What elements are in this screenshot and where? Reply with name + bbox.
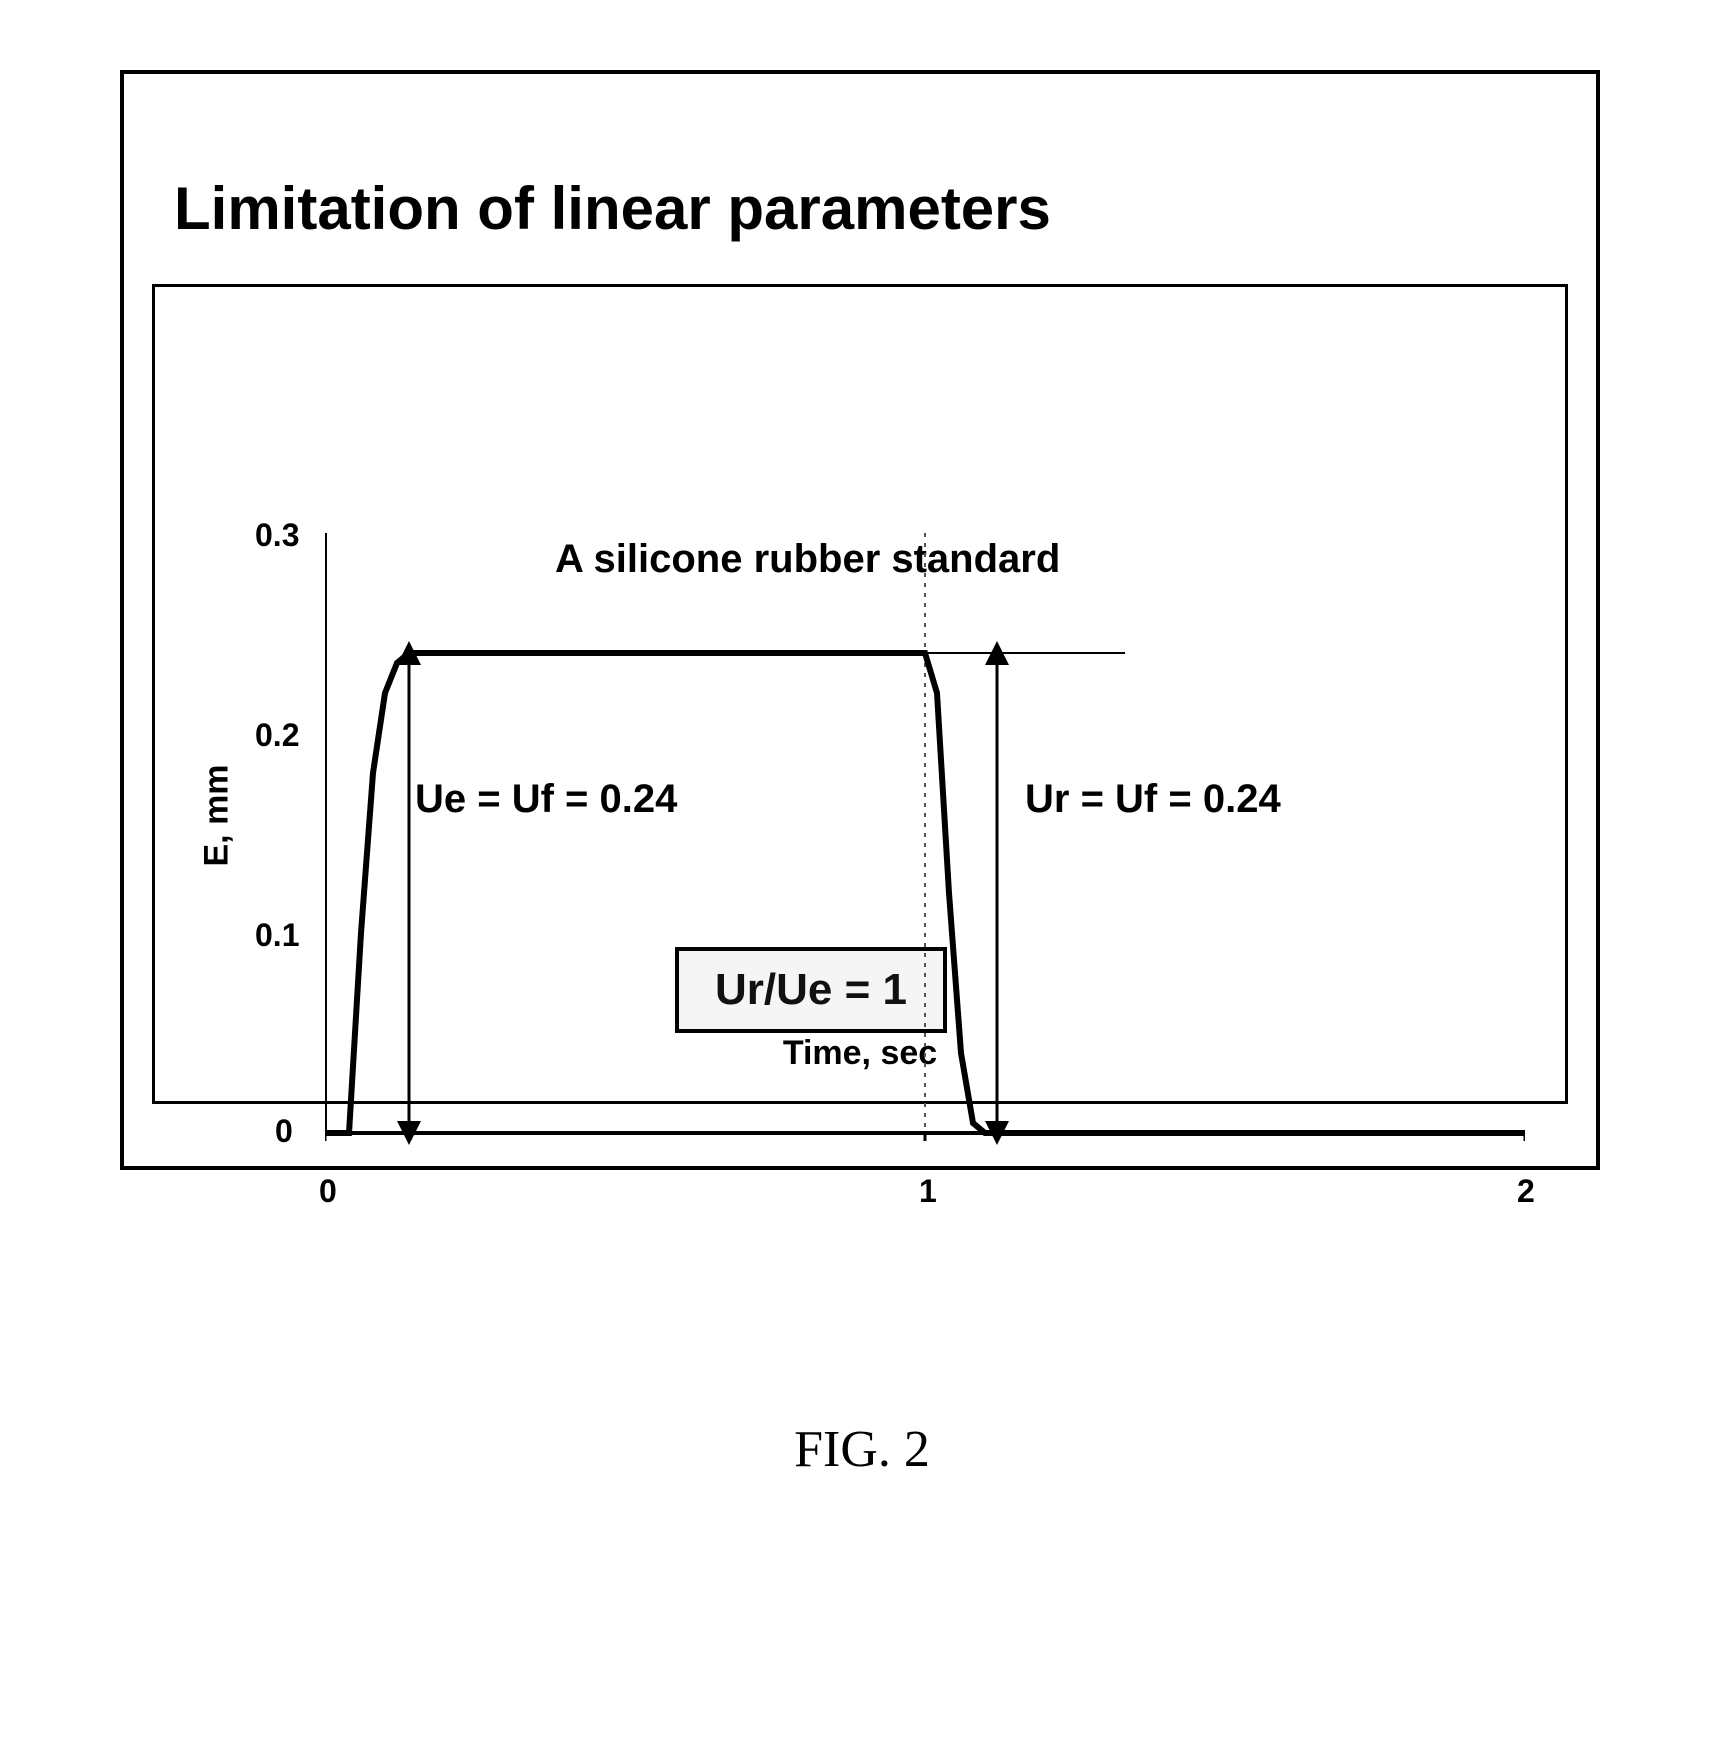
- ytick-0: 0: [275, 1113, 293, 1150]
- y-axis-label: E, mm: [198, 764, 237, 866]
- xtick-1: 1: [919, 1173, 937, 1210]
- ytick-3: 0.3: [255, 517, 299, 554]
- chart-border: E, mm 0 0.1 0.2 0.3 0 1 2 Time, sec A si…: [152, 284, 1568, 1104]
- page: Limitation of linear parameters E, mm 0 …: [0, 0, 1724, 1739]
- figure-caption: FIG. 2: [0, 1420, 1724, 1479]
- chart-title: Limitation of linear parameters: [174, 174, 1051, 243]
- plot-svg: [325, 533, 1525, 1153]
- xtick-2: 2: [1517, 1173, 1535, 1210]
- outer-frame: Limitation of linear parameters E, mm 0 …: [120, 70, 1600, 1170]
- xtick-0: 0: [319, 1173, 337, 1210]
- ytick-1: 0.1: [255, 917, 299, 954]
- ytick-2: 0.2: [255, 717, 299, 754]
